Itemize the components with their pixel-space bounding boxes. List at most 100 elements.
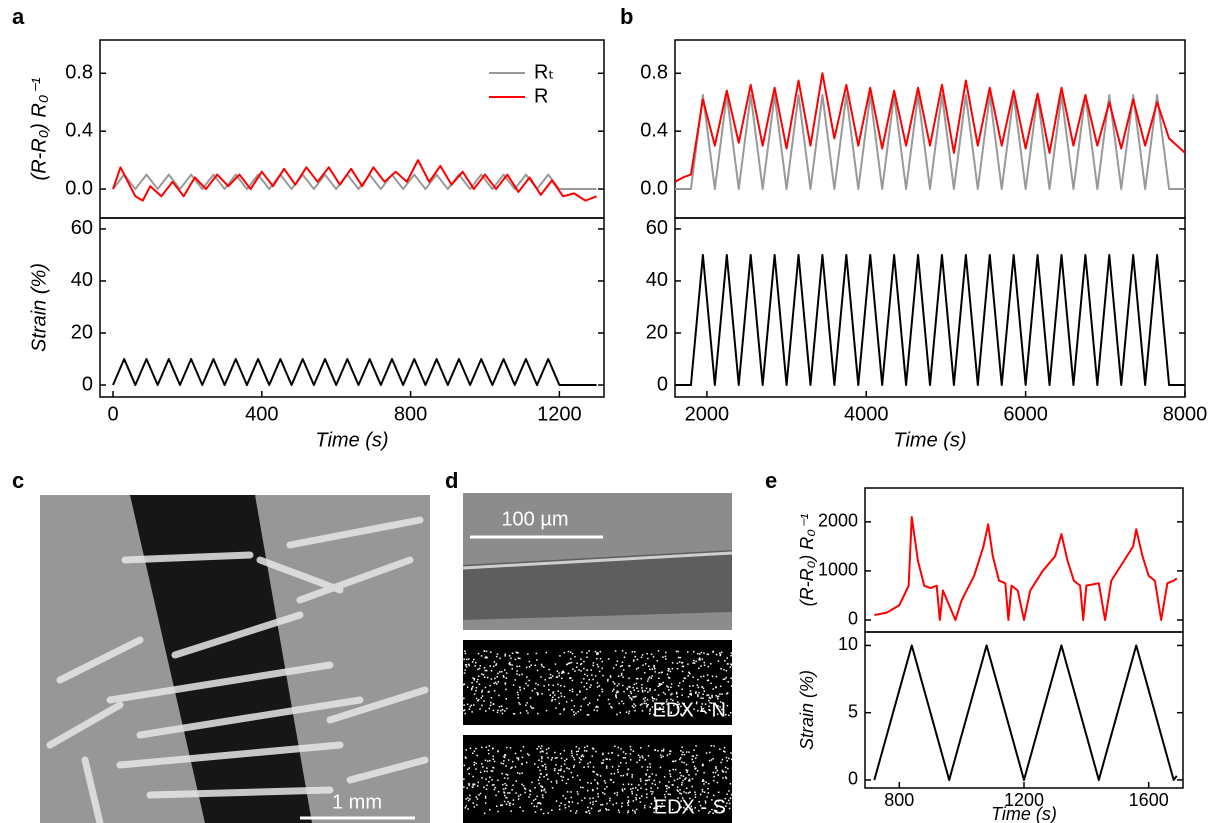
edx-dot (468, 658, 470, 660)
edx-dot (676, 786, 679, 788)
edx-dot (631, 776, 633, 778)
edx-dot (628, 677, 630, 679)
edx-dot (485, 656, 488, 658)
edx-dot (526, 702, 528, 704)
edx-dot (543, 776, 545, 778)
edx-dot (690, 692, 692, 695)
edx-dot (488, 707, 491, 710)
edx-dot (672, 699, 674, 702)
edx-dot (511, 652, 514, 654)
edx-dot (531, 781, 533, 784)
edx-dot (581, 799, 583, 802)
edx-dot (532, 799, 535, 802)
edx-dot (648, 776, 650, 778)
edx-dot (560, 768, 562, 770)
edx-dot (517, 757, 520, 759)
edx-dot (681, 662, 683, 664)
edx-dot (513, 713, 515, 715)
edx-dot (578, 747, 580, 750)
edx-dot (464, 756, 467, 758)
edx-dot (676, 662, 679, 665)
edx-dot (565, 782, 568, 785)
edx-dot (479, 708, 481, 710)
edx-dot (709, 709, 711, 712)
edx-dot (543, 789, 545, 792)
edx-dot (625, 762, 627, 764)
edx-dot (591, 674, 593, 676)
edx-dot (580, 755, 583, 758)
edx-dot (510, 767, 512, 769)
edx-dot (669, 793, 671, 796)
edx-dot (572, 756, 575, 759)
edx-dot (590, 807, 593, 810)
edx-dot (554, 751, 556, 754)
edx-dot (486, 767, 488, 769)
edx-dot (682, 680, 684, 682)
edx-dot (621, 665, 623, 667)
edx-dot (560, 765, 563, 768)
edx-dot (649, 775, 651, 778)
edx-dot (484, 795, 487, 798)
edx-dot (580, 705, 582, 708)
edx-dot (687, 675, 689, 677)
edx-dot (606, 767, 608, 769)
edx-dot (587, 704, 589, 706)
edx-dot (730, 685, 733, 687)
edx-dot (702, 707, 705, 710)
edx-dot (602, 752, 604, 755)
edx-dot (665, 784, 667, 787)
edx-dot (606, 758, 608, 760)
edx-dot (545, 709, 548, 712)
edx-dot (698, 691, 700, 694)
edx-dot (512, 803, 514, 806)
edx-dot (537, 684, 539, 686)
edx-dot (641, 703, 643, 705)
edx-dot (477, 678, 479, 681)
edx-dot (671, 760, 674, 763)
edx-dot (671, 784, 673, 786)
edx-dot (537, 712, 539, 715)
edx-dot (492, 747, 494, 750)
edx-dot (576, 791, 579, 793)
edx-dot (526, 753, 529, 755)
edx-dot (540, 790, 543, 792)
edx-dot (621, 700, 623, 702)
edx-dot (664, 693, 666, 695)
plot-frame (99, 217, 605, 398)
edx-dot (563, 770, 565, 773)
edx-dot (712, 688, 714, 690)
edx-dot (725, 670, 728, 672)
edx-dot (652, 656, 655, 658)
edx-dot (497, 750, 499, 753)
edx-dot (719, 706, 721, 708)
edx-dot (514, 658, 517, 661)
edx-dot (586, 652, 588, 654)
edx-dot (725, 777, 728, 780)
edx-dot (689, 797, 691, 800)
edx-dot (475, 747, 477, 750)
edx-dot (626, 687, 628, 690)
edx-dot (567, 778, 569, 781)
edx-dot (465, 666, 468, 668)
edx-dot (521, 673, 523, 676)
edx-dot (497, 790, 500, 793)
edx-dot (564, 804, 566, 806)
edx-dot (653, 811, 655, 814)
edx-dot (609, 799, 611, 802)
edx-dot (537, 693, 539, 695)
edx-dot (502, 763, 505, 765)
edx-dot (635, 682, 638, 685)
edx-dot (471, 661, 474, 663)
edx-dot (608, 703, 611, 705)
edx-dot (663, 776, 666, 778)
edx-dot (483, 676, 486, 678)
edx-dot (681, 688, 683, 690)
edx-dot (504, 669, 506, 671)
edx-dot (650, 677, 652, 679)
y-tick-label: 60 (71, 217, 93, 239)
edx-dot (612, 781, 615, 783)
edx-dot (703, 661, 706, 664)
edx-dot (667, 670, 669, 672)
edx-dot (463, 672, 466, 674)
edx-dot (547, 812, 549, 814)
